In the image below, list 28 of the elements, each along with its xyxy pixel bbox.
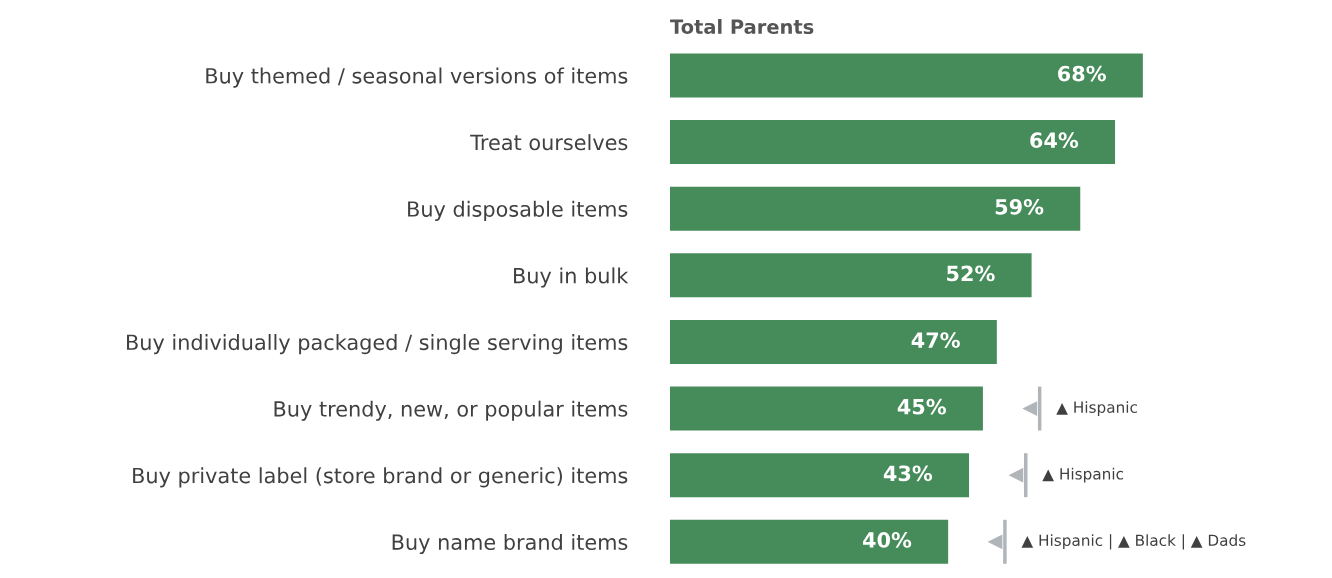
data-label: 52% [947, 265, 995, 282]
data-label: 40% [862, 532, 912, 548]
y-tick-label: Buy in bulk [514, 267, 629, 288]
data-label: 45% [897, 398, 947, 415]
data-label: 68% [1058, 65, 1106, 82]
bar [670, 386, 983, 431]
bar [670, 253, 1032, 298]
data-label: 64% [1030, 132, 1079, 149]
data-label: 59% [995, 198, 1044, 215]
bar [670, 519, 949, 564]
bar [670, 453, 970, 498]
y-tick-label: Buy individually packaged / single serving items [127, 334, 628, 355]
y-tick-label: Buy private label (store brand or generic) items [133, 467, 628, 488]
bar [670, 319, 997, 364]
y-tick-label: Buy trendy, new, or popular items [274, 400, 628, 421]
data-label: 43% [883, 465, 933, 482]
annotation: ▲ Hispanic [1042, 467, 1124, 483]
y-tick-label: Buy themed / seasonal versions of items [206, 67, 628, 88]
bar [670, 120, 1116, 165]
bar [670, 186, 1081, 231]
y-tick-label: Buy disposable items [408, 200, 628, 221]
bar [670, 53, 1143, 98]
data-label: 47% [911, 332, 960, 348]
annotation: ▲ Hispanic | ▲ Black | ▲ Dads [1021, 534, 1246, 550]
y-tick-label: Treat ourselves [470, 134, 628, 151]
chart-title: Total Parents [670, 19, 814, 35]
annotation: ▲ Hispanic [1056, 401, 1137, 416]
y-tick-label: Buy name brand items [392, 533, 628, 555]
